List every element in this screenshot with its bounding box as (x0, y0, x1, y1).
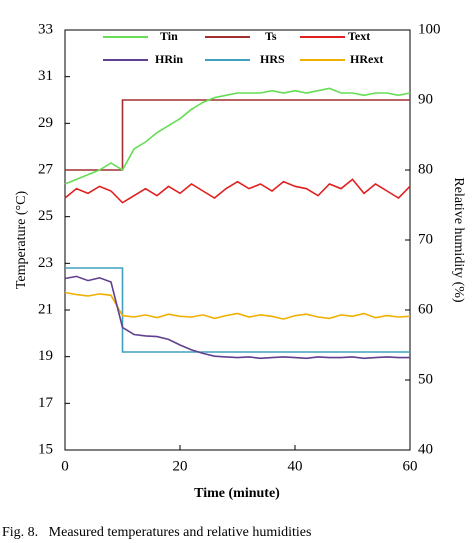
x-tick-label: 60 (403, 458, 418, 474)
legend-label: Tin (160, 29, 178, 43)
y-axis-label: Temperature (°C) (14, 191, 29, 290)
y2-axis-label: Relative humidity (%) (451, 177, 466, 303)
y2-tick-label: 60 (418, 301, 433, 317)
y-tick-label: 23 (38, 255, 53, 271)
legend-label: HRin (155, 52, 183, 66)
y-tick-label: 27 (38, 161, 54, 177)
y2-tick-label: 40 (418, 441, 433, 457)
caption: Fig. 8. Measured temperatures and relati… (2, 525, 311, 540)
series-line (65, 267, 410, 353)
legend-label: HRS (260, 52, 285, 66)
x-tick-label: 40 (288, 458, 303, 474)
y-tick-label: 21 (38, 301, 53, 317)
y2-tick-label: 70 (418, 231, 433, 247)
x-tick-label: 0 (61, 458, 69, 474)
y-tick-label: 19 (38, 348, 53, 364)
y2-tick-label: 90 (418, 91, 433, 107)
series-line (64, 178, 411, 204)
series-line (64, 275, 410, 360)
legend-label: Ts (265, 29, 277, 43)
y2-tick-label: 50 (418, 371, 433, 387)
y-tick-label: 25 (38, 208, 53, 224)
series-line (64, 87, 411, 185)
legend-label: HRext (350, 52, 383, 66)
x-tick-label: 20 (173, 458, 188, 474)
y2-tick-label: 100 (418, 21, 441, 37)
y2-tick-label: 80 (418, 161, 433, 177)
series-line (65, 99, 410, 171)
x-axis-label: Time (minute) (194, 486, 280, 501)
y-tick-label: 17 (38, 395, 54, 411)
legend-label: Text (348, 29, 370, 43)
y-tick-label: 29 (38, 115, 53, 131)
y-tick-label: 15 (38, 441, 53, 457)
y-tick-label: 33 (38, 21, 53, 37)
y-tick-label: 31 (38, 68, 53, 84)
series-line (64, 291, 411, 320)
